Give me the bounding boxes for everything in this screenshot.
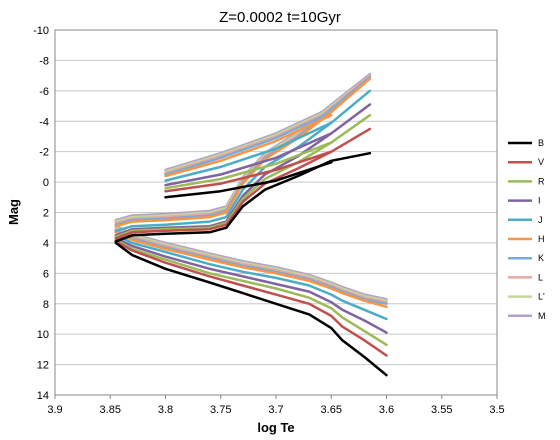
series-line-ms <box>114 224 388 301</box>
series-line-sg <box>114 226 228 243</box>
series-line-rgb <box>225 151 372 229</box>
y-tick-label: 0 <box>43 177 49 189</box>
series-line-sg <box>114 205 228 222</box>
y-tick-label: 14 <box>37 390 49 402</box>
series-line-hb <box>164 161 333 199</box>
y-tick-labels: -10 -8 -6 -4 -2 0 2 4 6 8 10 12 14 <box>33 25 49 402</box>
series-line-sg <box>114 220 228 237</box>
y-tick-label: -10 <box>33 25 49 37</box>
x-tick-label: 3.9 <box>47 404 62 416</box>
series-line-ms <box>114 227 388 304</box>
series-line-ms <box>114 238 388 347</box>
x-tick-label: 3.5 <box>489 404 504 416</box>
x-tick-label: 3.85 <box>100 404 121 416</box>
series-line-ms <box>114 229 388 306</box>
series-line-hb <box>164 113 333 178</box>
series-line-hb <box>164 106 333 172</box>
series-lines <box>114 72 388 377</box>
x-tick-label: 3.8 <box>158 404 173 416</box>
series-line-ms <box>114 241 388 377</box>
series-line-ms <box>114 234 388 321</box>
series-line-rgb <box>225 113 372 225</box>
legend-label: I <box>538 196 541 206</box>
series-line-rgb <box>225 103 372 223</box>
y-tick-label: -8 <box>39 55 49 67</box>
y-tick-label: -6 <box>39 86 49 98</box>
series-line-sg <box>114 209 228 226</box>
series-line-sg <box>114 215 228 233</box>
legend-label: M <box>538 311 546 321</box>
x-tick-label: 3.6 <box>379 404 394 416</box>
y-tick-label: -2 <box>39 147 49 159</box>
legend-label: K <box>538 253 544 263</box>
x-tick-label: 3.65 <box>321 404 342 416</box>
x-axis-label: log Te <box>257 420 294 435</box>
y-tick-label: 2 <box>43 208 49 220</box>
y-tick-label: 6 <box>43 268 49 280</box>
series-line-hb <box>164 132 333 187</box>
legend-label: H <box>538 234 545 244</box>
y-tick-label: 10 <box>37 329 49 341</box>
series-line-sg <box>114 208 228 225</box>
series-line-rgb <box>225 127 372 226</box>
series-line-hb <box>164 110 333 176</box>
y-tick-label: -4 <box>39 116 49 128</box>
x-tick-label: 3.75 <box>210 404 231 416</box>
y-axis-label: Mag <box>6 199 21 225</box>
legend-label: J <box>538 215 543 225</box>
series-line-rgb <box>225 89 372 219</box>
legend-label: L' <box>538 292 545 302</box>
plot-frame <box>54 29 498 396</box>
series-line-hb <box>164 150 333 193</box>
series-line-hb <box>164 109 333 175</box>
legend-label: B <box>538 138 544 148</box>
legend-label: V <box>538 157 544 167</box>
y-tick-label: 12 <box>37 360 49 372</box>
series-line-sg <box>114 206 228 223</box>
x-tick-label: 3.55 <box>431 404 452 416</box>
series-line-ms <box>114 226 388 302</box>
series-line-sg <box>114 211 228 228</box>
legend-label: L <box>538 272 543 282</box>
series-line-hb <box>164 107 333 173</box>
series-line-sg <box>114 223 228 240</box>
series-line-ms <box>114 240 388 357</box>
series-line-ms <box>114 231 388 309</box>
x-tick-labels: 3.9 3.85 3.8 3.75 3.7 3.65 3.6 3.55 3.5 <box>47 404 504 416</box>
grid <box>54 29 498 399</box>
y-tick-label: 4 <box>43 238 49 250</box>
chart-title: Z=0.0002 t=10Gyr <box>219 9 341 26</box>
series-line-ms <box>114 237 388 334</box>
y-tick-label: 8 <box>43 299 49 311</box>
x-tick-label: 3.7 <box>268 404 283 416</box>
series-line-hb <box>164 121 333 182</box>
series-line-hb <box>164 141 333 190</box>
series-line-sg <box>114 221 228 239</box>
legend-label: R <box>538 176 545 186</box>
